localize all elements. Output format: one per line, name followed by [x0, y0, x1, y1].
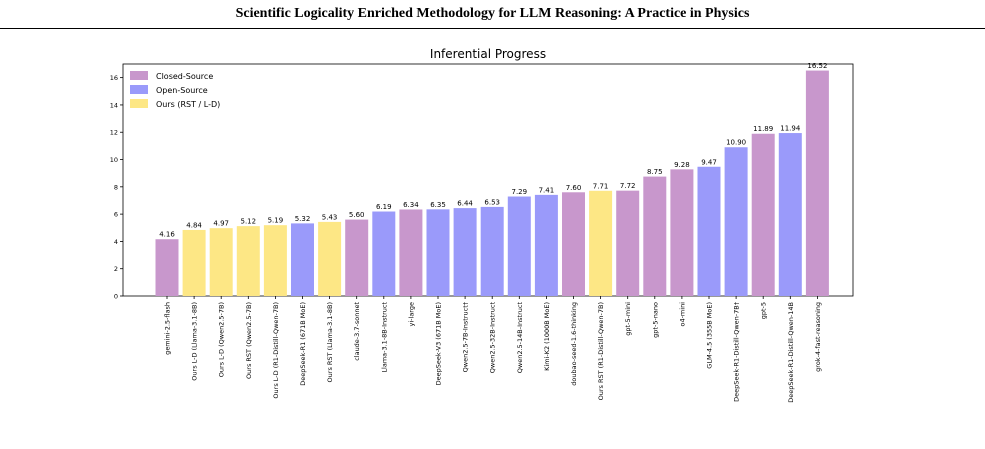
bar — [616, 190, 640, 296]
bar — [805, 70, 829, 296]
y-tick-label: 8 — [114, 183, 118, 191]
bar — [155, 239, 179, 296]
bar-value-label: 6.53 — [484, 198, 500, 206]
bar-value-label: 11.89 — [753, 125, 773, 133]
bar-value-label: 5.32 — [295, 215, 311, 223]
x-tick-label: DeepSeek-R1-Distill-Qwen-7B† — [733, 301, 741, 402]
x-tick-label: Ours L-D (Llama-3.1-8B) — [191, 302, 199, 381]
x-tick-label: claude-3.7-sonnet — [353, 302, 361, 361]
legend-label: Open-Source — [156, 86, 208, 95]
bar-value-label: 11.94 — [780, 125, 801, 133]
legend-label: Closed-Source — [156, 72, 213, 81]
x-tick-label: DeepSeek-V3 (671B MoE) — [435, 302, 443, 385]
x-tick-label: doubao-seed-1.6-thinking — [570, 302, 578, 386]
x-tick-label: Qwen2.5-7B-Instruct† — [462, 301, 470, 372]
y-tick-label: 12 — [110, 129, 118, 137]
bar — [697, 166, 721, 296]
y-tick-label: 16 — [110, 74, 118, 82]
bar — [182, 229, 206, 296]
paper-header: Scientific Logicality Enriched Methodolo… — [0, 0, 985, 29]
bar — [643, 176, 667, 296]
y-tick-label: 2 — [114, 265, 118, 273]
bar-value-label: 6.44 — [457, 200, 473, 208]
bar-value-label: 5.43 — [322, 213, 338, 221]
bar — [480, 206, 504, 296]
bar-value-label: 9.28 — [674, 161, 690, 169]
y-tick-label: 4 — [114, 238, 118, 246]
y-tick-label: 0 — [114, 293, 118, 301]
paper-title: Scientific Logicality Enriched Methodolo… — [235, 6, 750, 21]
bar — [589, 190, 613, 296]
bar-value-label: 7.72 — [620, 182, 636, 190]
bar — [751, 133, 775, 296]
bar-value-label: 5.19 — [268, 217, 284, 225]
x-tick-label: grok-4-fast-reasoning — [814, 302, 822, 372]
x-tick-label: o4-mini — [678, 302, 686, 327]
bar — [399, 209, 423, 296]
y-tick-label: 14 — [110, 101, 118, 109]
chart-title: Inferential Progress — [430, 47, 546, 61]
bar-value-label: 5.12 — [241, 218, 257, 226]
bar — [507, 196, 531, 296]
bar-value-label: 8.75 — [647, 168, 663, 176]
bar-value-label: 4.84 — [186, 221, 202, 229]
y-tick-label: 6 — [114, 211, 118, 219]
x-tick-label: Ours L-D (R1-Distill-Qwen-7B) — [272, 302, 280, 399]
x-tick-label: GLM-4.5 (355B MoE) — [706, 302, 714, 369]
x-tick-label: gemini-2.5-flash — [164, 302, 172, 355]
bar — [562, 192, 585, 296]
bar-value-label: 5.60 — [349, 211, 365, 219]
bar-value-label: 16.52 — [807, 62, 827, 70]
x-tick-label: Kimi-K2 (1000B MoE) — [543, 302, 551, 371]
bar — [345, 219, 369, 296]
legend-swatch — [130, 99, 148, 108]
bar — [209, 228, 233, 296]
x-tick-label: Ours RST (R1-Distill-Qwen-7B) — [597, 302, 605, 400]
x-tick-label: gpt-5-nano — [651, 302, 659, 338]
bar — [534, 194, 558, 296]
x-tick-label: Qwen2.5-14B-Instruct — [516, 302, 524, 374]
bar — [670, 169, 694, 296]
legend-swatch — [130, 71, 148, 80]
x-tick-label: Ours RST (Llama-3.1-8B) — [326, 302, 334, 382]
bar-value-label: 6.19 — [376, 203, 392, 211]
bar-value-label: 4.97 — [213, 220, 229, 228]
bar-value-label: 10.90 — [726, 139, 746, 147]
bar — [426, 209, 450, 296]
bar-value-label: 9.47 — [701, 158, 717, 166]
bar — [236, 226, 260, 296]
x-tick-label: DeepSeek-R1-Distill-Qwen-14B — [787, 302, 795, 403]
bar — [318, 221, 342, 296]
bar — [778, 133, 802, 296]
legend-swatch — [130, 85, 148, 94]
x-tick-label: Qwen2.5-32B-Instruct — [489, 302, 497, 374]
bar — [372, 211, 396, 296]
bar — [263, 225, 287, 296]
x-tick-label: gpt-5-mini — [624, 302, 632, 336]
x-tick-label: Llama-3.1-8B-Instruct — [380, 302, 388, 373]
bar — [291, 223, 314, 296]
x-tick-label: DeepSeek-R1 (671B MoE) — [299, 302, 307, 386]
bar — [724, 147, 748, 296]
bar-value-label: 4.16 — [159, 231, 175, 239]
bar-value-label: 6.35 — [430, 201, 446, 209]
bar — [453, 208, 477, 296]
bar-value-label: 7.41 — [539, 186, 555, 194]
bar-value-label: 7.60 — [566, 184, 582, 192]
x-tick-label: Ours RST (Qwen2.5-7B) — [245, 302, 253, 379]
x-tick-label: gpt-5 — [760, 302, 768, 319]
x-tick-label: Ours L-D (Qwen2.5-7B) — [218, 302, 226, 377]
x-tick-label: yi-large — [407, 302, 415, 326]
bar-value-label: 7.71 — [593, 182, 609, 190]
y-tick-label: 10 — [110, 156, 118, 164]
bar-value-label: 7.29 — [512, 188, 528, 196]
legend-label: Ours (RST / L-D) — [156, 100, 220, 109]
bar-value-label: 6.34 — [403, 201, 419, 209]
